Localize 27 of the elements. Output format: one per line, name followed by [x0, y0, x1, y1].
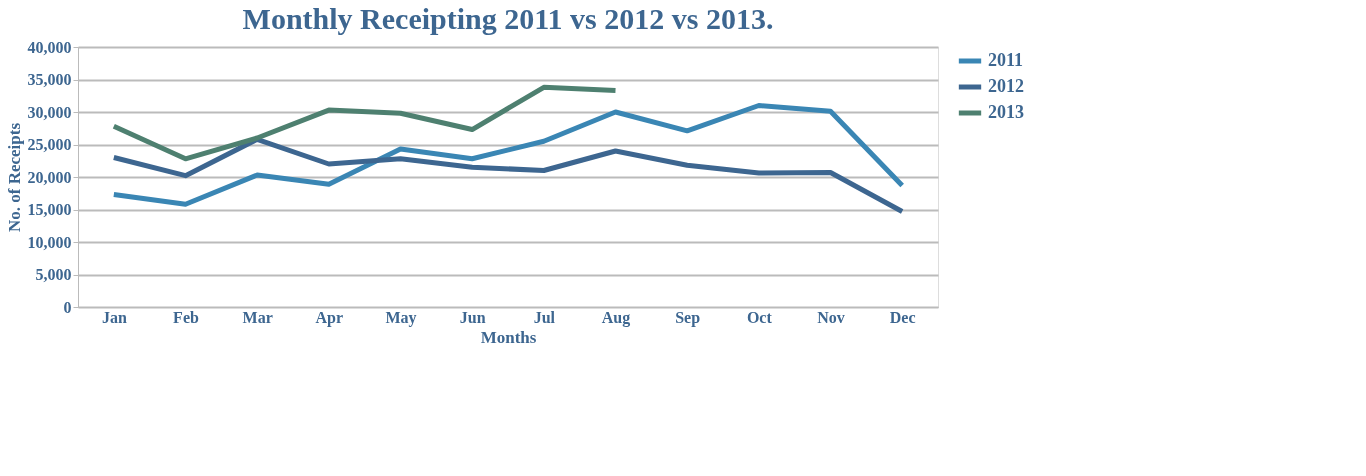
y-tick-label: 25,000 — [27, 136, 72, 153]
x-tick-label: Aug — [601, 308, 631, 327]
chart-title: Monthly Receipting 2011 vs 2012 vs 2013. — [242, 2, 774, 35]
x-tick-label: Dec — [889, 308, 916, 326]
y-axis-title: No. of Receipts — [4, 122, 24, 233]
x-tick-label: May — [385, 308, 417, 327]
y-tick-label: 0 — [63, 298, 72, 316]
x-tick-label: Jul — [533, 308, 556, 326]
x-tick-label: Feb — [173, 308, 199, 326]
y-tick-label: 10,000 — [27, 233, 72, 251]
y-tick-label: 15,000 — [27, 201, 72, 218]
y-tick-label: 20,000 — [27, 168, 72, 186]
x-tick-label: Mar — [242, 308, 273, 326]
y-tick-label: 30,000 — [27, 103, 72, 121]
x-tick-label: Apr — [315, 308, 344, 327]
x-tick-label: Oct — [746, 308, 773, 326]
x-tick-label: Jan — [101, 308, 127, 326]
y-tick-label: 35,000 — [27, 71, 72, 88]
legend-label: 2011 — [988, 50, 1024, 70]
y-tick-label: 40,000 — [27, 38, 72, 56]
x-axis-title: Months — [480, 327, 537, 347]
y-tick-label: 5,000 — [35, 266, 72, 283]
x-tick-label: Jun — [459, 308, 486, 326]
legend-label: 2013 — [988, 102, 1024, 122]
x-tick-label: Nov — [817, 308, 845, 326]
x-tick-label: Sep — [675, 308, 701, 327]
legend-label: 2012 — [988, 76, 1024, 96]
